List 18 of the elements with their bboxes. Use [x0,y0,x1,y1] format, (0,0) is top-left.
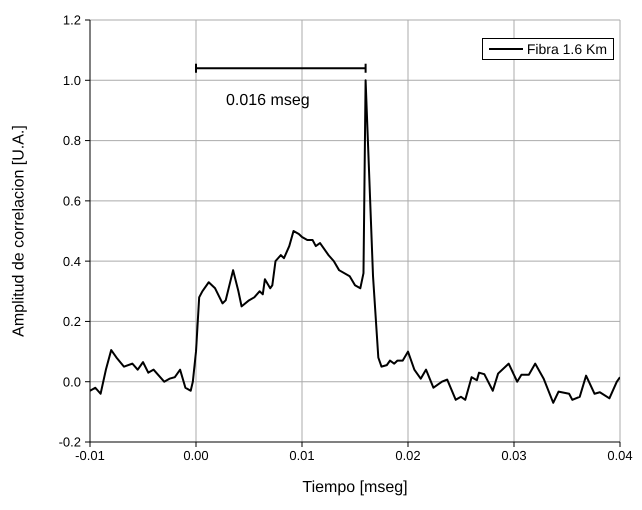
annotation: 0.016 mseg [226,92,310,110]
x-axis-title: Tiempo [mseg] [302,479,408,496]
legend-label: Fibra 1.6 Km [526,41,607,57]
y-tick-label: -0.2 [58,434,81,450]
x-tick-label: 0.01 [289,448,315,464]
x-tick-label: 0.02 [395,448,421,464]
y-tick-label: 0.0 [62,374,81,390]
y-axis-title: Amplitud de correlacion [U.A.] [10,125,28,337]
x-tick-label: 0.00 [183,448,209,464]
x-tick-label: -0.01 [75,448,105,464]
y-tick-label: 0.6 [62,193,81,208]
y-tick-label: 1.2 [62,12,81,28]
y-tick-label: 1.0 [62,72,81,88]
y-tick-label: 0.2 [62,314,81,330]
y-tick-label: 0.8 [62,133,81,148]
x-tick-label: 0.03 [501,448,527,464]
y-tick-label: 0.4 [62,254,81,269]
x-tick-label: 0.04 [607,448,633,464]
